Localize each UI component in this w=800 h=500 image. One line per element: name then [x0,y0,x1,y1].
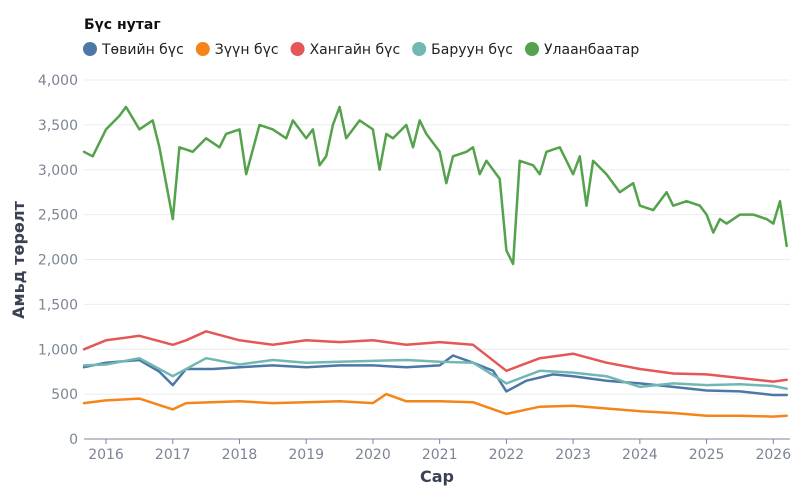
legend-swatch [83,42,97,56]
x-tick-label: 2021 [422,447,458,463]
y-tick-label: 0 [69,432,78,448]
y-axis-ticks: 0 500 1,000 1,500 2,000 2,500 3,000 3,500 4,000 [38,73,78,448]
y-tick-label: 2,000 [38,253,78,269]
x-tick-label: 2017 [155,447,191,463]
legend: Төвийн бүс Зүүн бүс Хангайн бүс Баруун бүс У… [83,42,639,58]
series-line-2 [82,392,788,418]
legend-label: Зүүн бүс [215,42,279,58]
y-tick-label: 1,500 [38,297,78,313]
legend-swatch [290,42,305,56]
x-tick-label: 2018 [222,447,258,463]
y-tick-label: 3,000 [38,163,78,179]
x-axis-title: Сар [420,467,454,486]
series-layer [82,105,788,418]
x-tick-label: 2023 [555,447,591,463]
x-tick-label: 2022 [489,447,525,463]
gridlines [84,79,790,395]
y-axis-title: Амьд төрөлт [9,200,28,319]
x-tick-label: 2019 [288,447,324,463]
y-tick-label: 3,500 [38,118,78,134]
legend-label: Төвийн бүс [101,42,184,58]
y-tick-label: 500 [51,387,78,403]
y-tick-label: 4,000 [38,73,78,89]
legend-label: Улаанбаатар [544,42,639,58]
series-line-5 [82,105,788,266]
y-tick-label: 1,000 [38,342,78,358]
x-tick-label: 2026 [755,447,791,463]
legend-title: Бүс нутаг [84,17,161,33]
x-tick-label: 2024 [622,447,658,463]
legend-label: Хангайн бүс [310,42,401,58]
x-axis-ticks: 2016 2017 2018 2019 2020 2021 2022 2023 2024 2025… [88,439,791,463]
series-line-3 [82,330,788,383]
x-tick-label: 2020 [355,447,391,463]
legend-swatch [525,42,540,56]
x-tick-label: 2025 [689,447,725,463]
x-tick-label: 2016 [88,447,124,463]
legend-swatch [195,42,210,56]
legend-swatch [412,42,427,56]
y-tick-label: 2,500 [38,208,78,224]
series-line-4 [82,356,788,390]
legend-label: Баруун бүс [431,42,513,58]
